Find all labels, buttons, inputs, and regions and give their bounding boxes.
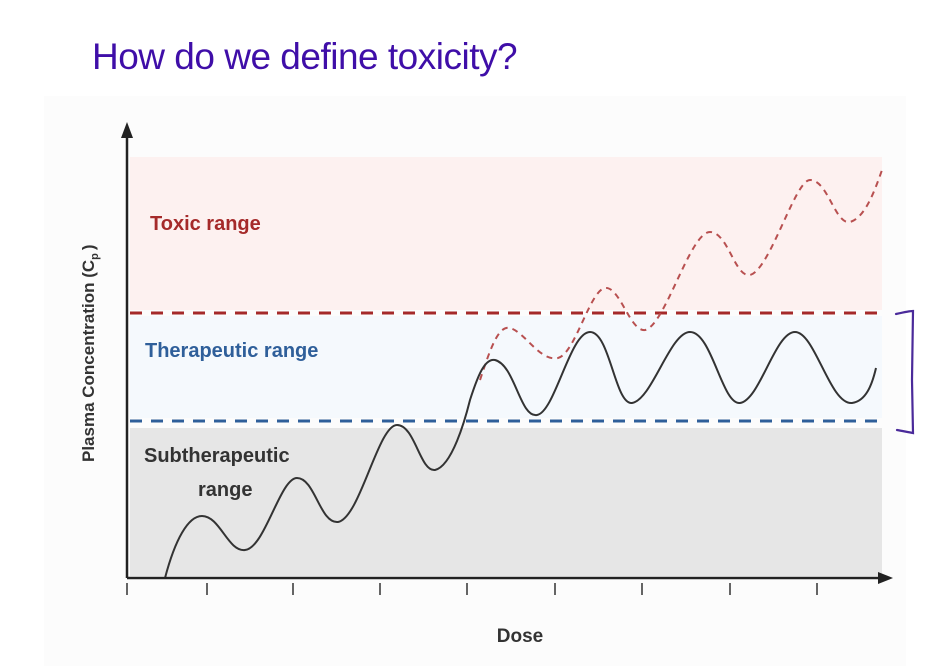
subtherapeutic-range-label-line1: Subtherapeutic [144,445,290,467]
x-axis-ticks [126,583,818,595]
y-axis-arrow-icon [121,122,133,138]
y-axis-label: Plasma Concentration (Cp) [79,244,101,462]
therapeutic-range-label: Therapeutic range [145,340,318,362]
svg-text:Plasma Concentration (Cp): Plasma Concentration (Cp) [79,244,101,462]
therapeutic-window-bracket-annotation [894,309,915,435]
x-axis-arrow-icon [878,572,893,584]
subtherapeutic-range-label-line2: range [198,479,252,501]
y-axis-label-close: ) [79,244,98,250]
y-axis-label-subscript: p [89,253,101,260]
toxic-range-label: Toxic range [150,213,261,235]
slide-title: How do we define toxicity? [92,36,518,77]
therapeutic-concentration-curve [164,330,877,579]
x-axis-label: Dose [497,626,543,647]
y-axis-label-text: Plasma Concentration (C [79,260,98,462]
toxic-concentration-curve [479,169,883,381]
toxic-band [130,157,882,310]
subtherapeutic-band [130,428,882,576]
therapeutic-band [130,316,882,418]
